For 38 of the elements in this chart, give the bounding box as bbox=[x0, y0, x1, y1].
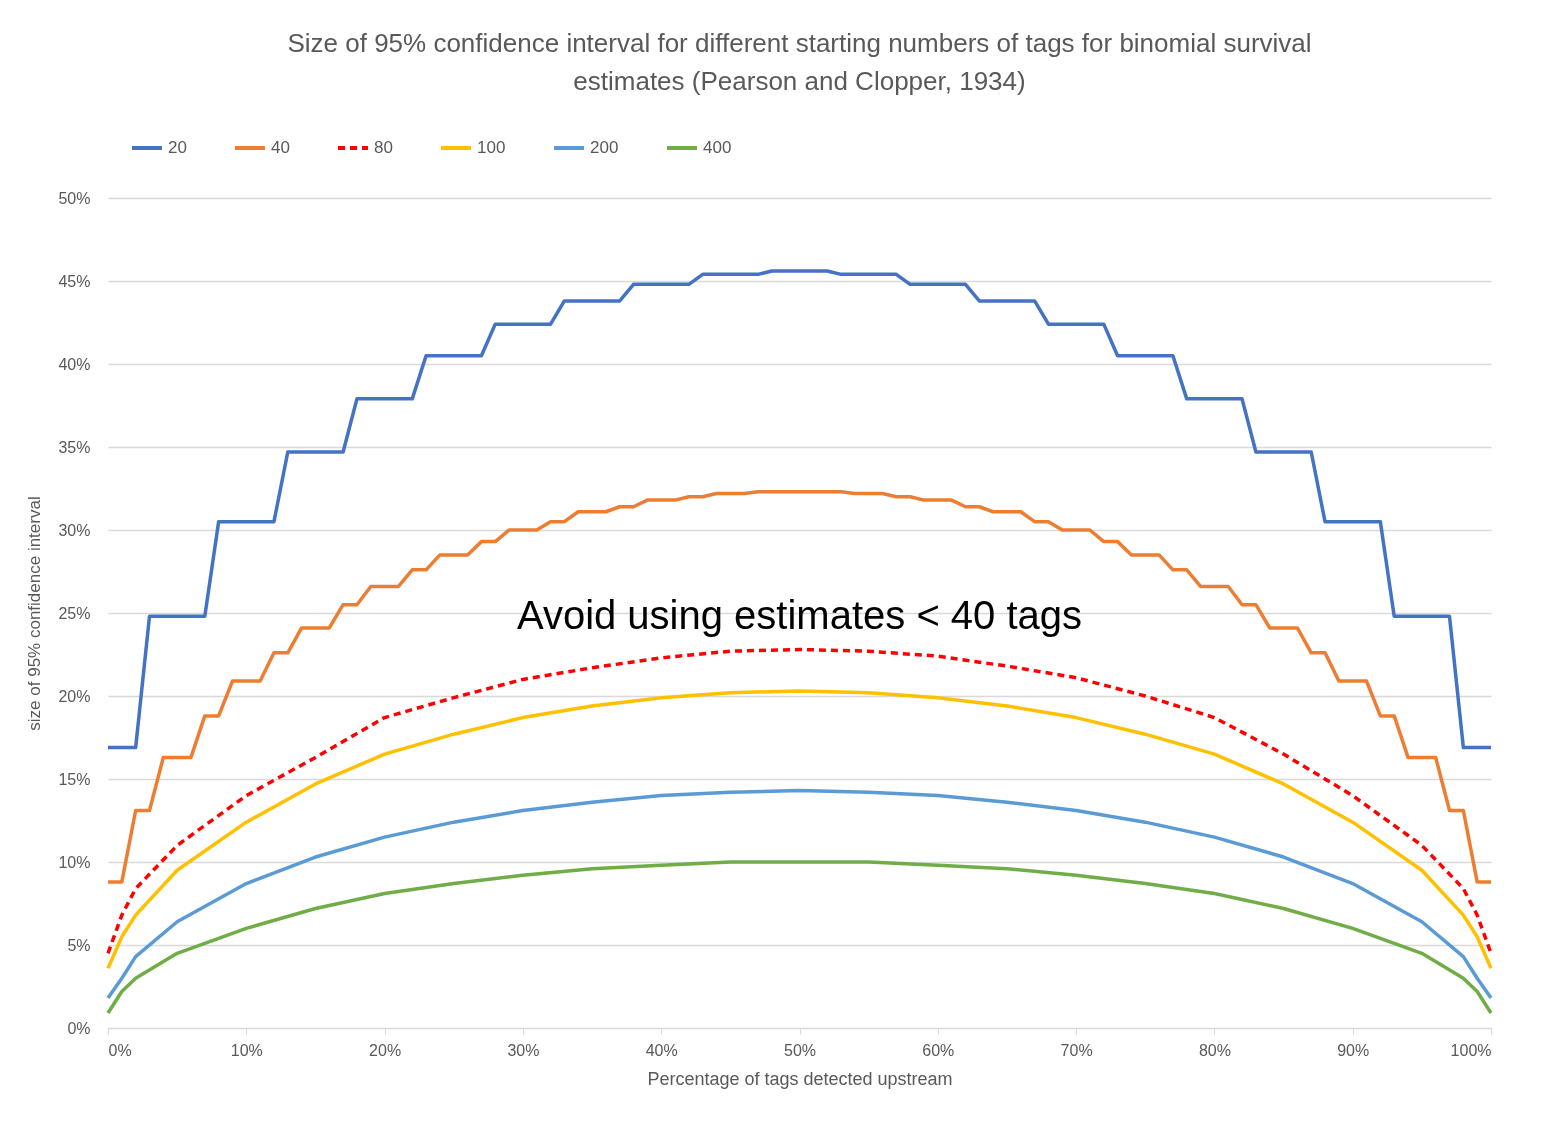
x-tick-label: 40% bbox=[645, 1041, 678, 1059]
x-tick-label: 80% bbox=[1198, 1041, 1231, 1059]
line-series bbox=[106, 788, 1493, 1000]
legend-label: 400 bbox=[703, 138, 732, 157]
y-tick-label: 20% bbox=[58, 687, 91, 705]
x-tick-label: 70% bbox=[1060, 1041, 1093, 1059]
x-tick-label: 0% bbox=[108, 1041, 132, 1059]
x-tick-label: 90% bbox=[1337, 1041, 1370, 1059]
line-series bbox=[106, 647, 1493, 956]
annotation: Avoid using estimates < 40 tags bbox=[516, 592, 1083, 637]
x-axis-title: Percentage of tags detected upstream bbox=[647, 1068, 953, 1089]
y-tick-label: 5% bbox=[67, 936, 91, 954]
line-series bbox=[106, 490, 1493, 884]
y-tick-label: 45% bbox=[58, 272, 91, 290]
x-tick-label: 20% bbox=[369, 1041, 402, 1059]
y-tick-label: 15% bbox=[58, 770, 91, 788]
chart-title: Size of 95% confidence interval for different starting numbers of tags for binomial survival estimates (Pearson and Clopper, 1934) bbox=[287, 28, 1312, 96]
y-tick-label: 10% bbox=[58, 853, 91, 871]
y-axis-title: size of 95% confidence interval bbox=[25, 496, 45, 731]
x-tick-label: 60% bbox=[922, 1041, 955, 1059]
y-tick-label: 40% bbox=[58, 355, 91, 373]
legend-label: 80 bbox=[374, 138, 393, 157]
x-tick-label: 30% bbox=[507, 1041, 540, 1059]
x-tick-label: 100% bbox=[1450, 1041, 1492, 1059]
legend-label: 40 bbox=[271, 138, 290, 157]
y-tick-label: 50% bbox=[58, 189, 91, 207]
legend-label: 100 bbox=[477, 138, 506, 157]
line-series bbox=[106, 689, 1493, 970]
y-tick-label: 35% bbox=[58, 438, 91, 456]
legend-label: 200 bbox=[590, 138, 619, 157]
line-series bbox=[106, 860, 1493, 1015]
legend-label: 20 bbox=[168, 138, 187, 157]
line-series bbox=[106, 269, 1493, 750]
y-tick-label: 0% bbox=[67, 1019, 91, 1037]
x-tick-label: 10% bbox=[230, 1041, 263, 1059]
x-tick-label: 50% bbox=[783, 1041, 817, 1059]
y-tick-label: 25% bbox=[58, 604, 91, 622]
y-tick-label: 30% bbox=[58, 521, 91, 539]
